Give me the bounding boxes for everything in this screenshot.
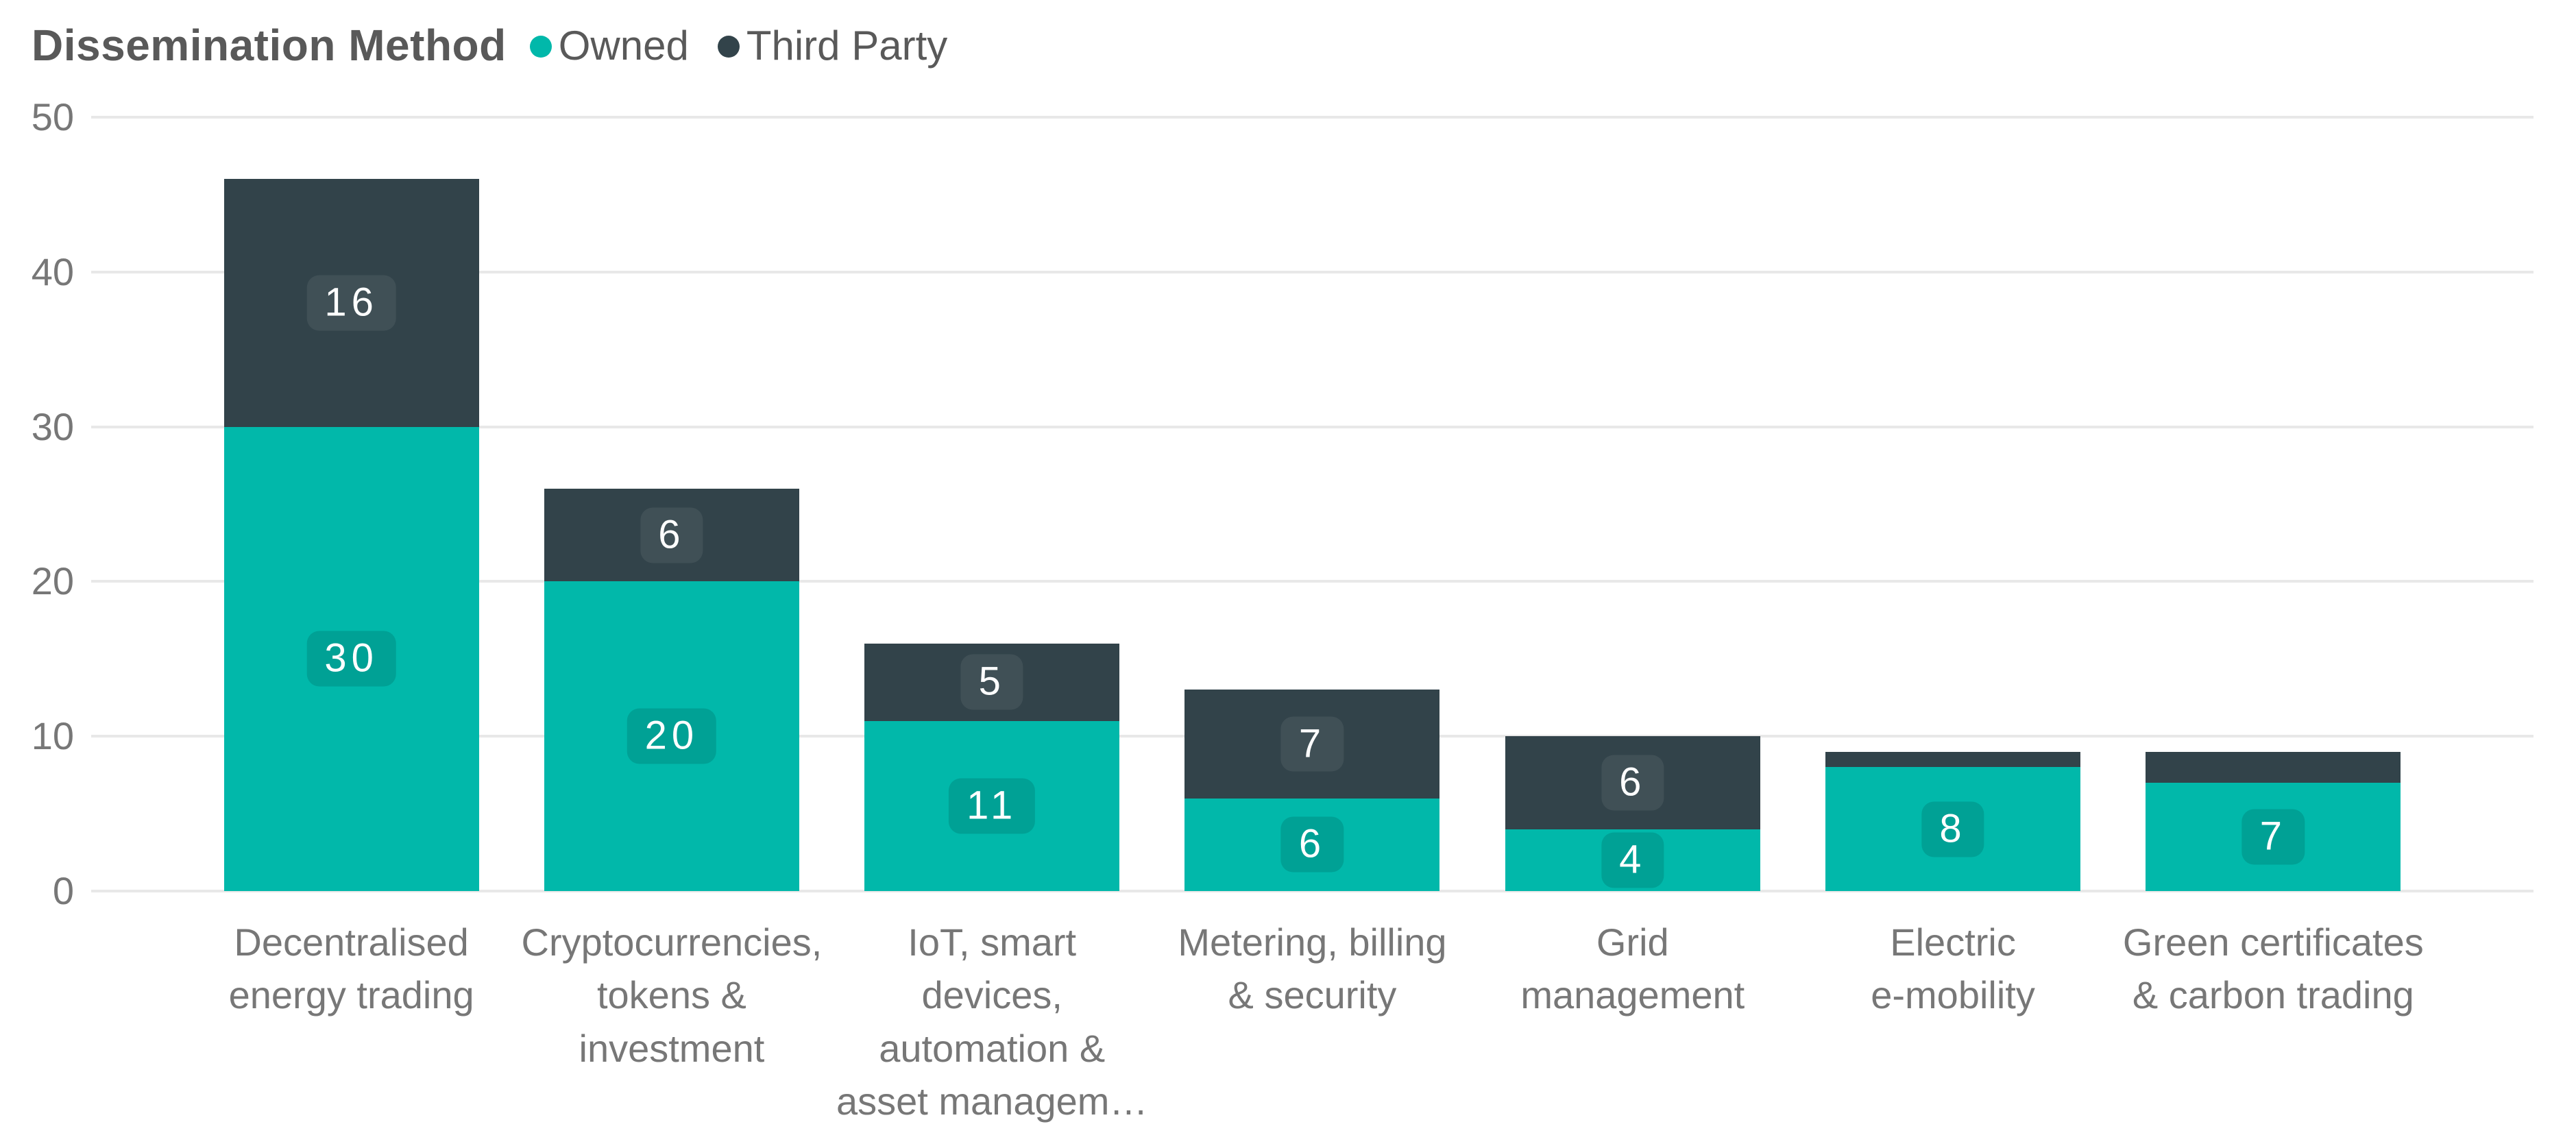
gridline-0 — [91, 890, 2534, 892]
bar-segment-third-party[interactable]: 6 — [544, 488, 799, 582]
bar-segment-third-party[interactable]: 5 — [864, 643, 1120, 721]
legend-label: Owned — [558, 22, 689, 69]
data-label: 16 — [306, 275, 396, 331]
bar-segment-owned[interactable]: 6 — [1184, 798, 1440, 891]
data-label: 5 — [960, 654, 1023, 710]
x-tick-label-5: Grid management — [1520, 921, 1745, 1017]
plot-area: 16 30 6 20 5 11 7 6 6 4 8 7 — [91, 116, 2534, 892]
data-label: 6 — [640, 507, 703, 563]
y-tick-label-30: 30 — [31, 404, 74, 448]
bar-slot: 6 20 — [511, 117, 831, 891]
y-axis: 0 10 20 30 40 50 — [0, 98, 74, 910]
gridline-20 — [91, 580, 2534, 583]
x-tick-label-7: Green certificates & carbon trading — [2122, 921, 2424, 1017]
bar-segment-third-party[interactable]: 16 — [223, 179, 479, 427]
bar-segment-third-party[interactable] — [2146, 751, 2401, 783]
bar-slot: 16 30 — [191, 117, 511, 891]
bars-layer: 16 30 6 20 5 11 7 6 6 4 8 7 — [91, 117, 2534, 891]
data-label: 6 — [1280, 816, 1344, 873]
data-label: 20 — [627, 708, 717, 764]
data-label: 4 — [1601, 832, 1664, 888]
data-label: 11 — [949, 778, 1036, 834]
x-tick-label-3: IoT, smart devices, automation & asset m… — [836, 921, 1148, 1123]
bar-segment-owned[interactable]: 11 — [864, 720, 1120, 891]
bar-6[interactable]: 8 — [1825, 117, 2081, 891]
bar-segment-third-party[interactable]: 7 — [1184, 690, 1440, 799]
data-label: 30 — [306, 631, 396, 687]
bar-segment-third-party[interactable]: 6 — [1505, 736, 1760, 829]
x-tick-label-2: Cryptocurrencies, tokens & investment — [521, 921, 823, 1070]
bar-segment-owned[interactable]: 4 — [1505, 829, 1760, 891]
chart-header: Dissemination Method Owned Third Party — [32, 12, 947, 78]
y-tick-label-0: 0 — [52, 869, 74, 912]
legend-dot-icon — [717, 36, 740, 58]
x-label-slot: Green certificates & carbon trading — [2113, 916, 2433, 1128]
chart-title: Dissemination Method — [32, 21, 507, 70]
legend-dot-icon — [529, 36, 552, 58]
data-label: 7 — [2241, 809, 2305, 865]
bar-slot: 8 — [1793, 117, 2113, 891]
gridline-50 — [91, 116, 2534, 119]
x-axis: Decentralised energy trading Cryptocurren… — [91, 916, 2534, 1128]
bar-1[interactable]: 16 30 — [223, 117, 479, 891]
legend-label: Third Party — [746, 22, 948, 69]
x-label-slot: Grid management — [1472, 916, 1793, 1128]
data-label: 7 — [1280, 716, 1344, 772]
bar-slot: 5 11 — [832, 117, 1152, 891]
bar-segment-third-party[interactable] — [1825, 751, 2081, 768]
x-label-slot: Metering, billing & security — [1152, 916, 1472, 1128]
y-tick-label-10: 10 — [31, 714, 74, 758]
bar-7[interactable]: 7 — [2146, 117, 2401, 891]
x-label-slot: Electric e-mobility — [1793, 916, 2113, 1128]
x-label-slot: Decentralised energy trading — [191, 916, 511, 1128]
bar-segment-owned[interactable]: 30 — [223, 426, 479, 891]
bar-segment-owned[interactable]: 7 — [2146, 782, 2401, 891]
x-label-slot: Cryptocurrencies, tokens & investment — [511, 916, 831, 1128]
gridline-40 — [91, 270, 2534, 273]
data-label: 6 — [1601, 755, 1664, 811]
x-tick-label-6: Electric e-mobility — [1871, 921, 2035, 1017]
gridline-30 — [91, 425, 2534, 428]
legend-item-owned[interactable]: Owned — [529, 22, 689, 69]
x-tick-label-1: Decentralised energy trading — [228, 921, 474, 1017]
bar-3[interactable]: 5 11 — [864, 117, 1120, 891]
bar-2[interactable]: 6 20 — [544, 117, 799, 891]
x-tick-label-4: Metering, billing & security — [1178, 921, 1447, 1017]
data-label: 8 — [1921, 801, 1984, 857]
y-tick-label-40: 40 — [31, 249, 74, 293]
x-label-slot: IoT, smart devices, automation & asset m… — [832, 916, 1152, 1128]
bar-slot: 7 — [2113, 117, 2433, 891]
legend-item-third-party[interactable]: Third Party — [717, 22, 948, 69]
y-tick-label-50: 50 — [31, 95, 74, 138]
legend: Owned Third Party — [529, 22, 948, 69]
bar-segment-owned[interactable]: 8 — [1825, 767, 2081, 891]
bar-segment-owned[interactable]: 20 — [544, 581, 799, 891]
y-tick-label-20: 20 — [31, 559, 74, 603]
